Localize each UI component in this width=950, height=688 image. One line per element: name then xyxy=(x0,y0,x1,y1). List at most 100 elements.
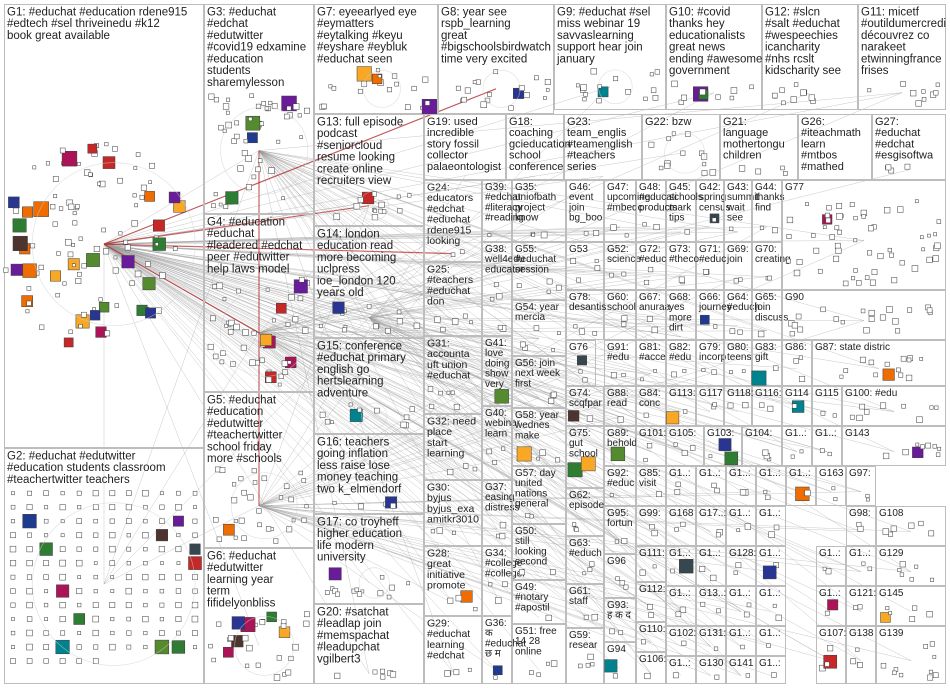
cluster-g88: G88: read xyxy=(604,386,636,426)
hashtag-node xyxy=(59,559,66,567)
cluster-border xyxy=(782,386,812,426)
cluster-nodes xyxy=(819,645,838,672)
cluster-g91: G91: #edu xyxy=(604,340,636,386)
hashtag-node xyxy=(879,314,886,321)
hashtag-node xyxy=(77,575,81,579)
hashtag-node xyxy=(155,242,159,246)
hashtag-node xyxy=(759,225,765,230)
cluster-label: G29: #educhat learning #edchat xyxy=(427,618,470,662)
hashtag-node xyxy=(55,293,60,298)
cluster-nodes xyxy=(610,446,626,462)
profile-image-node xyxy=(247,132,258,144)
cluster-nodes xyxy=(751,365,779,386)
hashtag-node xyxy=(43,490,49,496)
cluster-g46: G46: event join bg_boo xyxy=(566,180,604,242)
cluster-label: G20: #satchat #leadlap join #memspachat #le… xyxy=(317,607,390,666)
hashtag-node xyxy=(75,204,80,209)
cluster-label: G93: ह क द xyxy=(607,600,632,621)
cluster-border xyxy=(482,242,512,336)
hashtag-node xyxy=(813,247,820,254)
cluster-border xyxy=(512,466,566,524)
hashtag-node xyxy=(534,75,539,81)
hashtag-node xyxy=(829,234,835,240)
hashtag-node xyxy=(30,243,36,249)
hashtag-node xyxy=(681,450,688,456)
hashtag-node xyxy=(624,233,629,238)
hashtag-node xyxy=(276,139,281,144)
cluster-label: G69: join xyxy=(726,244,749,265)
hashtag-node xyxy=(271,318,276,323)
cluster-label: G1..: xyxy=(789,468,811,479)
hashtag-node xyxy=(159,588,165,594)
hashtag-node xyxy=(297,295,304,302)
profile-image-node xyxy=(610,446,626,462)
edge xyxy=(103,152,682,245)
hashtag-node xyxy=(836,213,843,220)
hashtag-node xyxy=(252,480,258,485)
edge xyxy=(103,332,260,585)
hashtag-node xyxy=(287,360,292,365)
cluster-g150: G1..: xyxy=(666,546,696,586)
cluster-border xyxy=(424,414,482,480)
hashtag-node xyxy=(689,445,696,451)
cluster-nodes xyxy=(791,400,805,413)
hashtag-node xyxy=(125,574,132,581)
hashtag-node xyxy=(733,570,738,575)
cluster-nodes xyxy=(496,521,507,540)
cluster-nodes xyxy=(703,269,710,275)
cluster-nodes xyxy=(681,640,687,646)
cluster-border xyxy=(566,180,604,242)
hashtag-node xyxy=(59,504,66,511)
cluster-border xyxy=(756,546,786,586)
hashtag-node xyxy=(856,280,862,286)
profile-image-node xyxy=(223,646,234,658)
hashtag-node xyxy=(836,203,843,209)
hashtag-node xyxy=(678,99,684,105)
hashtag-node xyxy=(117,177,123,184)
cluster-nodes xyxy=(334,668,397,680)
cluster-nodes xyxy=(208,611,310,681)
hashtag-node xyxy=(681,640,687,646)
edge xyxy=(258,150,742,492)
edge xyxy=(258,150,862,661)
hashtag-node xyxy=(288,496,294,503)
cluster-border xyxy=(726,506,756,546)
cluster-nodes xyxy=(583,230,600,236)
cluster-label: G13: full episode podcast #seniorcloud resu… xyxy=(317,117,403,188)
self-loop-ring xyxy=(31,502,196,666)
edge xyxy=(368,317,712,572)
cluster-nodes xyxy=(455,69,551,111)
cluster-label: G37: easing distress xyxy=(485,482,519,513)
hashtag-node xyxy=(729,328,736,334)
cluster-label: G1..: xyxy=(759,548,781,559)
cluster-nodes xyxy=(609,271,627,278)
cluster-border xyxy=(4,4,204,448)
hashtag-node xyxy=(790,96,797,103)
cluster-label: G87: state distric xyxy=(815,342,890,353)
hashtag-node xyxy=(643,412,649,418)
hashtag-node xyxy=(26,560,33,567)
cluster-border xyxy=(636,340,666,386)
cluster-g134: G1..: xyxy=(726,586,756,626)
edge xyxy=(258,253,454,334)
cluster-border xyxy=(756,466,786,506)
cluster-label: G1..: xyxy=(669,658,691,669)
cluster-label: G24: educators #edchat #educhat rdene915 look… xyxy=(427,182,473,248)
hashtag-node xyxy=(497,324,503,331)
hashtag-node xyxy=(808,94,815,101)
cluster-nodes xyxy=(570,258,601,283)
cluster-g141: G141 xyxy=(726,656,756,684)
cluster-border xyxy=(724,340,752,386)
hashtag-node xyxy=(617,416,624,423)
cluster-border xyxy=(604,466,636,506)
hashtag-node xyxy=(354,587,359,592)
cluster-g60: G60: school xyxy=(604,290,636,340)
cluster-g32: G32: need place start learning xyxy=(424,414,482,480)
edge xyxy=(258,332,895,412)
cluster-g11: G11: micetf #outildumercredi découvrez co n… xyxy=(858,4,946,110)
hashtag-node xyxy=(43,644,49,650)
edge xyxy=(103,243,621,497)
cluster-label: G95: fortun xyxy=(607,508,633,529)
cluster-border xyxy=(314,514,424,604)
hashtag-node xyxy=(109,490,116,497)
